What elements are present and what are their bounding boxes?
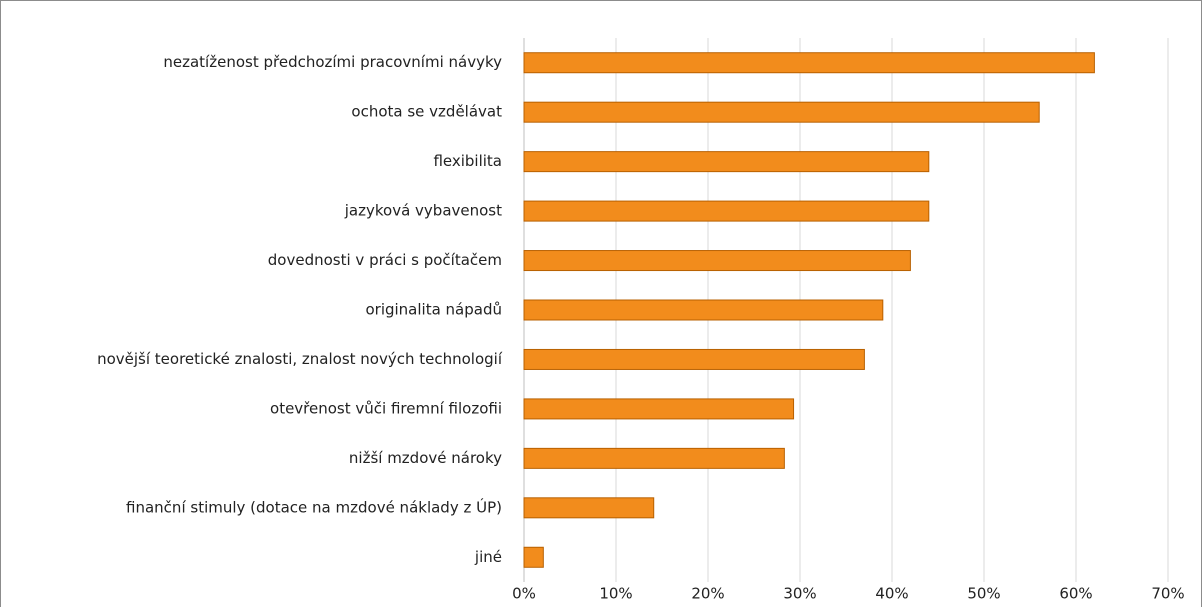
x-tick-label: 0%: [512, 585, 536, 603]
x-tick-label: 70%: [1151, 585, 1184, 603]
y-tick-label: otevřenost vůči firemní filozofii: [270, 399, 502, 417]
y-tick-label: finanční stimuly (dotace na mzdové nákla…: [126, 497, 502, 516]
y-tick-label: nezatíženost předchozími pracovními návy…: [163, 53, 502, 71]
x-tick-label: 40%: [875, 585, 908, 603]
bar: [523, 200, 930, 222]
bar: [523, 52, 1095, 74]
bar: [523, 447, 785, 469]
bar: [523, 250, 911, 272]
bar: [523, 398, 795, 420]
x-tick-label: 50%: [967, 585, 1000, 603]
bar: [523, 348, 865, 370]
y-tick-label: ochota se vzdělávat: [351, 103, 502, 121]
y-tick-label: jazyková vybavenost: [344, 202, 502, 220]
y-tick-label: dovednosti v práci s počítačem: [268, 251, 502, 269]
x-tick-label: 30%: [783, 585, 816, 603]
y-tick-label: jiné: [474, 548, 502, 566]
y-tick-label: flexibilita: [433, 152, 502, 170]
bar: [523, 299, 884, 321]
y-tick-label: originalita nápadů: [365, 301, 502, 319]
bar: [523, 546, 544, 568]
y-tick-label: novější teoretické znalosti, znalost nov…: [97, 350, 503, 368]
x-tick-label: 20%: [691, 585, 724, 603]
x-tick-label: 60%: [1059, 585, 1092, 603]
y-tick-label: nižší mzdové nároky: [349, 449, 502, 467]
bar: [523, 497, 655, 519]
bar: [523, 151, 930, 173]
bar: [523, 101, 1040, 123]
x-tick-label: 10%: [599, 585, 632, 603]
